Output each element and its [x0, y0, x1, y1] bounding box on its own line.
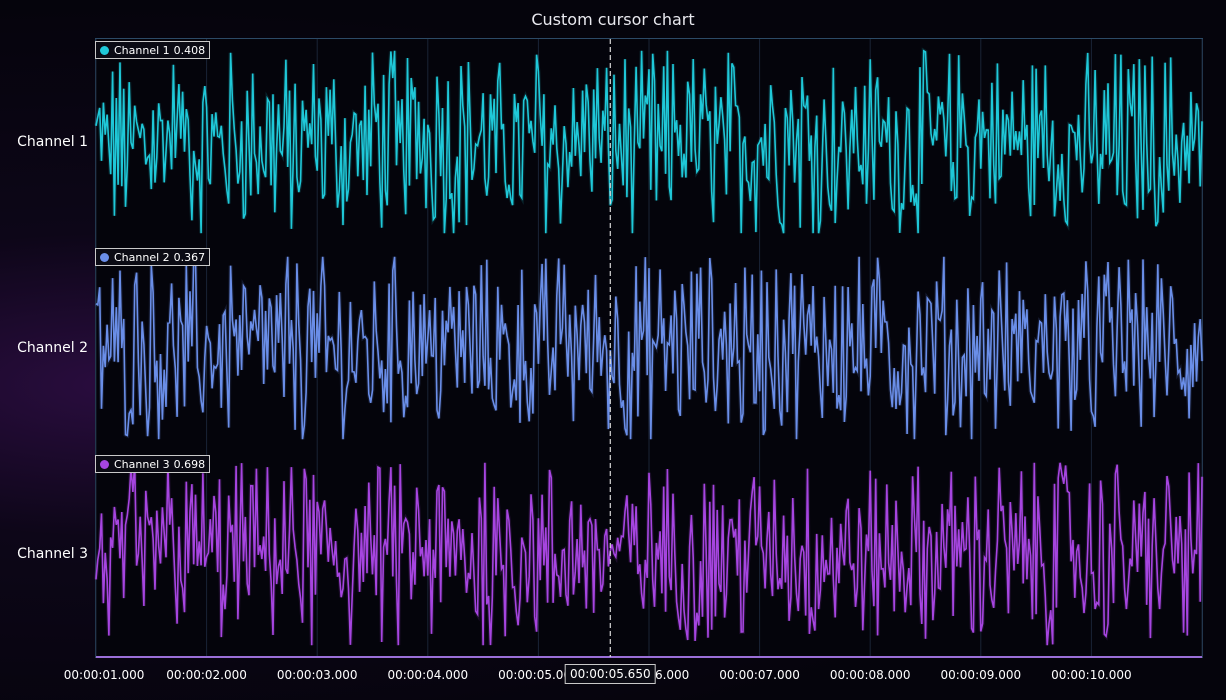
legend-name-channel-1: Channel 1 [114, 43, 170, 57]
legend-marker-channel-3 [100, 459, 109, 469]
cursor-time-tooltip: 00:00:05.650 [564, 664, 656, 684]
legend-channel-3[interactable]: Channel 3 0.698 [95, 455, 211, 473]
legend-marker-channel-2 [100, 252, 109, 262]
legend-channel-1[interactable]: Channel 1 0.408 [95, 41, 211, 59]
channel-2-label: Channel 2 [17, 340, 88, 356]
series-line-channel-2 [95, 256, 1203, 440]
x-tick-label: 00:00:09.000 [940, 668, 1022, 682]
legend-channel-2[interactable]: Channel 2 0.367 [95, 248, 211, 266]
x-tick-label: 00:00:07.000 [719, 668, 800, 682]
legend-value-channel-2: 0.367 [173, 250, 206, 264]
chart-title: Custom cursor chart [531, 10, 695, 29]
legend-name-channel-3: Channel 3 [114, 457, 170, 471]
x-tick-label: 00:00:04.000 [387, 668, 469, 682]
x-tick-label: 00:00:08.000 [829, 668, 911, 682]
legend-name-channel-2: Channel 2 [114, 250, 170, 264]
legend-value-channel-3: 0.698 [173, 457, 206, 471]
series-line-channel-3 [95, 462, 1203, 646]
x-tick-label: 00:00:02.000 [166, 668, 247, 682]
legend-value-channel-1: 0.408 [173, 43, 206, 57]
channel-1-label: Channel 1 [17, 134, 88, 150]
legend-marker-channel-1 [100, 45, 109, 55]
channel-3-label: Channel 3 [17, 546, 88, 562]
series-line-channel-1 [95, 49, 1203, 234]
x-tick-label: 00:00:03.000 [276, 668, 358, 682]
x-tick-label: 00:00:10.000 [1051, 668, 1132, 682]
x-tick-label: 00:00:01.000 [63, 668, 145, 682]
x-tick-label: 00:00:05.000 [498, 668, 579, 682]
